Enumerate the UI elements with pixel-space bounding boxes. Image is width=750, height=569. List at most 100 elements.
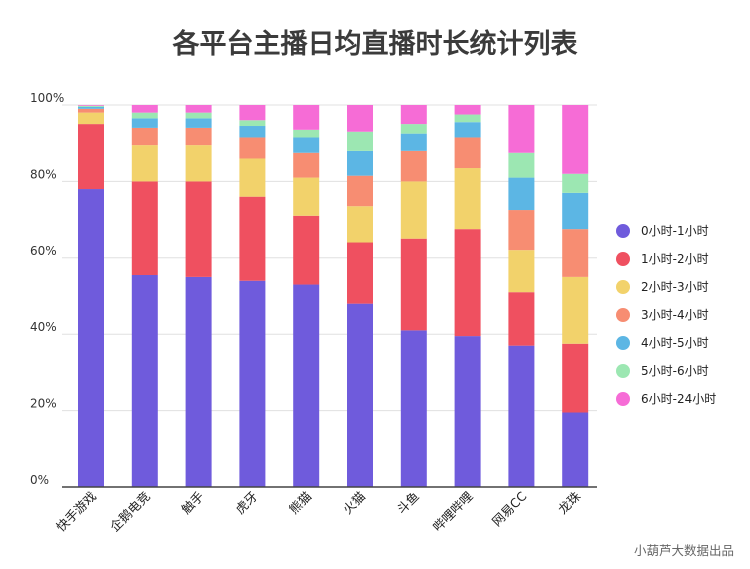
- bar-segment: [400, 238, 427, 331]
- legend-swatch: [616, 336, 630, 350]
- bar-segment: [78, 112, 104, 125]
- bar-segment: [400, 105, 427, 125]
- legend-item: 4小时-5小时: [616, 336, 709, 350]
- bar-segment: [400, 133, 427, 151]
- bar-segment: [562, 343, 589, 413]
- bar-segment: [185, 181, 212, 277]
- bar-segment: [293, 129, 320, 138]
- bar-stack: [454, 105, 481, 487]
- bar-segment: [347, 206, 373, 243]
- x-tick-label: 熊猫: [286, 489, 314, 517]
- bar-segment: [78, 189, 104, 488]
- legend-swatch: [616, 392, 630, 406]
- bar-segment: [185, 145, 212, 182]
- bar-stack: [131, 105, 158, 487]
- legend-label: 2小时-3小时: [641, 280, 709, 294]
- legend-item: 0小时-1小时: [616, 224, 709, 238]
- legend-item: 5小时-6小时: [616, 364, 709, 378]
- bar-segment: [131, 127, 158, 146]
- bar-segment: [347, 242, 373, 304]
- legend-label: 4小时-5小时: [641, 336, 709, 350]
- y-tick-label: 40%: [30, 320, 57, 334]
- y-tick-label: 80%: [30, 167, 57, 181]
- source-credit: 小葫芦大数据出品: [634, 543, 734, 558]
- x-tick-label: 虎牙: [232, 489, 260, 517]
- bar-segment: [508, 210, 535, 251]
- bar-segment: [239, 105, 266, 121]
- legend-item: 3小时-4小时: [616, 308, 709, 322]
- bar-stack: [347, 105, 373, 487]
- legend-item: 1小时-2小时: [616, 252, 709, 266]
- bar-segment: [293, 137, 320, 153]
- bar-segment: [400, 330, 427, 487]
- x-tick-label: 火猫: [340, 489, 368, 517]
- bar-segment: [454, 229, 481, 337]
- legend-swatch: [616, 280, 630, 294]
- bar-segment: [562, 229, 589, 277]
- bar-segment: [185, 118, 212, 128]
- legend: 0小时-1小时 1小时-2小时 2小时-3小时 3小时-4小时 4小时-5小时 5小时-6…: [616, 224, 716, 406]
- bar-segment: [131, 105, 158, 113]
- bar-segment: [185, 127, 212, 146]
- bar-segment: [508, 152, 535, 178]
- x-tick-label: 斗鱼: [394, 489, 422, 517]
- bar-stack: [185, 105, 212, 487]
- bar-segment: [347, 131, 373, 151]
- bar-segment: [131, 118, 158, 128]
- bar-segment: [347, 150, 373, 176]
- bar-segment: [347, 303, 373, 487]
- bar-segment: [508, 250, 535, 293]
- legend-label: 3小时-4小时: [641, 308, 709, 322]
- legend-item: 6小时-24小时: [616, 392, 716, 406]
- legend-swatch: [616, 224, 630, 238]
- bar-segment: [454, 122, 481, 138]
- bar-segment: [400, 181, 427, 239]
- x-tick-label: 网易CC: [489, 488, 530, 529]
- bar-segment: [131, 112, 158, 119]
- bars: [78, 105, 589, 488]
- bar-segment: [454, 336, 481, 487]
- bar-segment: [239, 120, 266, 127]
- bar-stack: [78, 105, 104, 488]
- legend-label: 0小时-1小时: [641, 224, 709, 238]
- bar-segment: [508, 177, 535, 211]
- bar-stack: [508, 105, 535, 487]
- y-tick-label: 0%: [30, 473, 49, 487]
- bar-segment: [78, 108, 104, 113]
- bar-segment: [562, 412, 589, 487]
- legend-item: 2小时-3小时: [616, 280, 709, 294]
- x-tick-label: 触手: [178, 489, 206, 517]
- bar-stack: [400, 105, 427, 487]
- bar-stack: [562, 105, 589, 487]
- bar-stack: [293, 105, 320, 487]
- bar-segment: [400, 150, 427, 182]
- legend-swatch: [616, 252, 630, 266]
- chart-title: 各平台主播日均直播时长统计列表: [172, 28, 578, 60]
- bar-segment: [239, 280, 266, 487]
- legend-swatch: [616, 364, 630, 378]
- bar-segment: [347, 105, 373, 132]
- bar-segment: [78, 105, 104, 107]
- bar-segment: [131, 145, 158, 182]
- bar-segment: [78, 124, 104, 190]
- y-axis-ticks: 0% 20% 40% 60% 80% 100%: [30, 91, 64, 487]
- bar-segment: [78, 105, 104, 106]
- bar-segment: [185, 276, 212, 487]
- bar-segment: [131, 181, 158, 275]
- x-tick-label: 哔哩哔哩: [430, 488, 476, 534]
- x-axis-ticks: 快手游戏 企鹅电竞 触手 虎牙 熊猫 火猫 斗鱼 哔哩哔哩 网易CC 龙珠: [53, 488, 584, 534]
- bar-segment: [239, 126, 266, 138]
- legend-label: 6小时-24小时: [641, 392, 716, 406]
- bar-segment: [454, 105, 481, 115]
- bar-segment: [293, 152, 320, 178]
- bar-segment: [508, 345, 535, 487]
- bar-segment: [508, 292, 535, 346]
- y-tick-label: 20%: [30, 397, 57, 411]
- bar-segment: [508, 105, 535, 153]
- bar-segment: [562, 276, 589, 344]
- bar-segment: [185, 105, 212, 113]
- bar-segment: [239, 137, 266, 159]
- bar-segment: [562, 105, 589, 174]
- bar-segment: [562, 173, 589, 193]
- bar-segment: [347, 175, 373, 207]
